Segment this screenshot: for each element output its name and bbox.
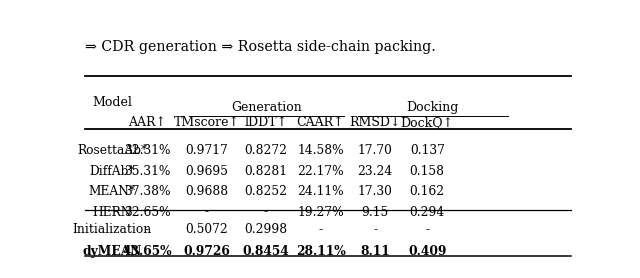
Text: -: - (425, 223, 429, 236)
Text: -: - (319, 223, 323, 236)
Text: 19.27%: 19.27% (297, 206, 344, 219)
Text: 0.137: 0.137 (410, 143, 445, 157)
Text: 0.9726: 0.9726 (183, 245, 230, 258)
Text: 17.30: 17.30 (358, 185, 392, 198)
Text: AAR↑: AAR↑ (128, 116, 166, 129)
Text: 0.8281: 0.8281 (244, 165, 287, 178)
Text: 32.31%: 32.31% (124, 143, 170, 157)
Text: dyMEAN: dyMEAN (83, 245, 142, 258)
Text: -: - (264, 206, 268, 219)
Text: Docking: Docking (406, 101, 459, 114)
Text: -: - (373, 223, 377, 236)
Text: Initialization: Initialization (72, 223, 152, 236)
Text: 22.17%: 22.17% (297, 165, 344, 178)
Text: 8.11: 8.11 (360, 245, 390, 258)
Text: 23.24: 23.24 (358, 165, 393, 178)
Text: 0.294: 0.294 (410, 206, 445, 219)
Text: DockQ↑: DockQ↑ (401, 116, 454, 129)
Text: CAAR↑: CAAR↑ (297, 116, 344, 129)
Text: DiffAb*: DiffAb* (90, 165, 135, 178)
Text: 9.15: 9.15 (362, 206, 388, 219)
Text: 17.70: 17.70 (358, 143, 392, 157)
Text: 37.38%: 37.38% (124, 185, 170, 198)
Text: 28.11%: 28.11% (296, 245, 346, 258)
Text: 24.11%: 24.11% (297, 185, 344, 198)
Text: HERN: HERN (93, 206, 132, 219)
Text: 0.9717: 0.9717 (185, 143, 228, 157)
Text: 0.158: 0.158 (410, 165, 445, 178)
Text: 0.409: 0.409 (408, 245, 446, 258)
Text: RMSD↓: RMSD↓ (349, 116, 401, 129)
Text: 0.9695: 0.9695 (185, 165, 228, 178)
Text: Model: Model (92, 96, 132, 109)
Text: -: - (204, 206, 209, 219)
Text: MEAN*: MEAN* (89, 185, 136, 198)
Text: 0.8272: 0.8272 (244, 143, 287, 157)
Text: RosettaAb*: RosettaAb* (77, 143, 147, 157)
Text: 14.58%: 14.58% (297, 143, 344, 157)
Text: 0.162: 0.162 (410, 185, 445, 198)
Text: 0.2998: 0.2998 (244, 223, 287, 236)
Text: 0.8252: 0.8252 (244, 185, 287, 198)
Text: TMscore↑: TMscore↑ (173, 116, 239, 129)
Text: lDDT↑: lDDT↑ (244, 116, 287, 129)
Text: 43.65%: 43.65% (122, 245, 172, 258)
Text: 0.8454: 0.8454 (243, 245, 289, 258)
Text: -: - (145, 223, 149, 236)
Text: 0.9688: 0.9688 (185, 185, 228, 198)
Text: ⇒ CDR generation ⇒ Rosetta side-chain packing.: ⇒ CDR generation ⇒ Rosetta side-chain pa… (85, 40, 436, 54)
Text: 0.5072: 0.5072 (185, 223, 228, 236)
Text: 32.65%: 32.65% (124, 206, 170, 219)
Text: Generation: Generation (232, 101, 302, 114)
Text: 35.31%: 35.31% (124, 165, 170, 178)
